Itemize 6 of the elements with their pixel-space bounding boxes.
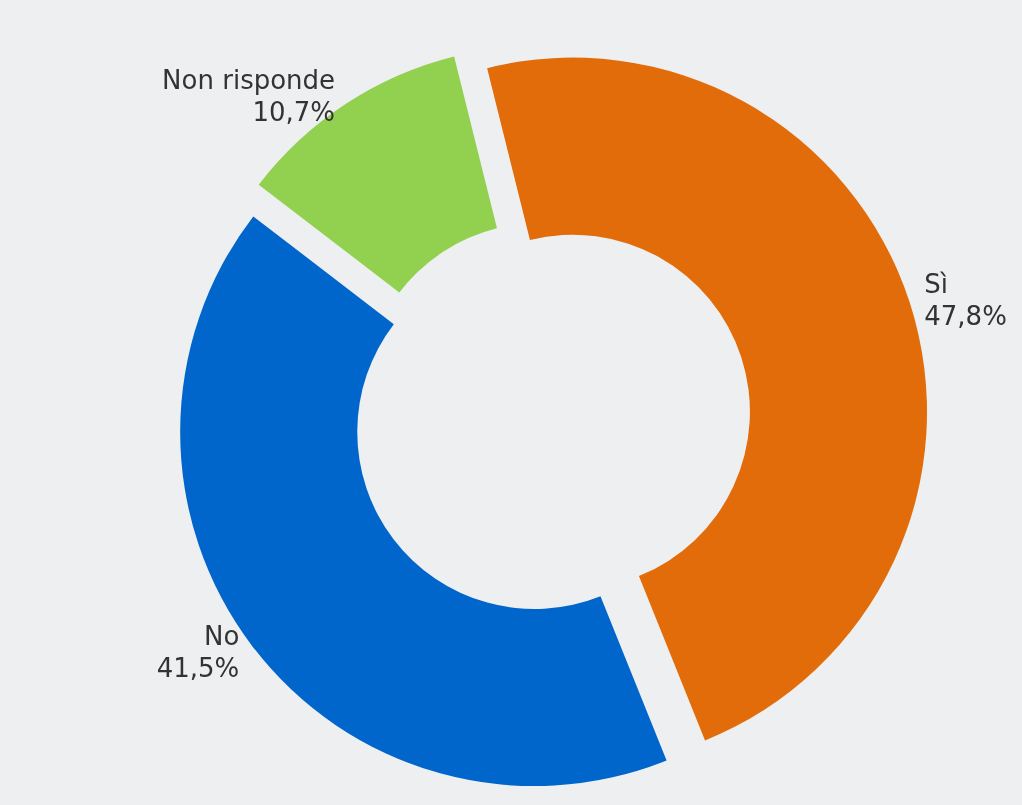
data-label: 41,5% <box>156 653 240 684</box>
slice-label: Sì <box>924 268 948 299</box>
slice-label: Non risponde <box>162 64 336 95</box>
data-label: 47,8% <box>924 300 1007 331</box>
data-label: 10,7% <box>252 96 336 127</box>
slice-label: No <box>203 621 240 652</box>
